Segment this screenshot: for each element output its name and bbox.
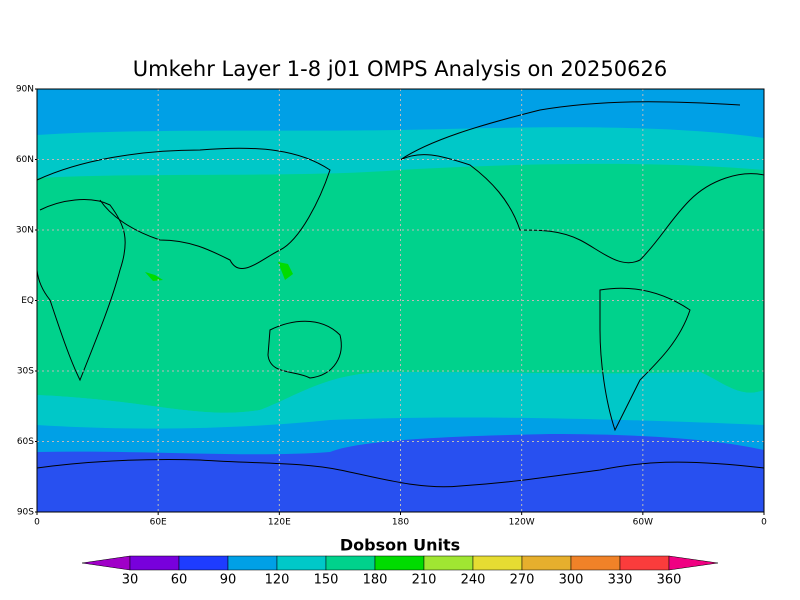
colorbar-tick-label: 240: [461, 573, 486, 588]
lon-label: 0: [34, 518, 40, 528]
lat-label: 30N: [16, 226, 34, 236]
colorbar-tick-label: 150: [314, 573, 339, 588]
lat-label: 90S: [17, 508, 34, 518]
title: Umkehr Layer 1-8 j01 OMPS Analysis on 20…: [133, 57, 667, 81]
colorbar-tick-label: 210: [412, 573, 437, 588]
lon-label: 0: [761, 518, 767, 528]
colorbar-tick-label: 330: [608, 573, 633, 588]
lat-label: 30S: [17, 367, 34, 377]
coastlines: [36, 101, 765, 488]
lon-label: 180: [392, 518, 409, 528]
colorbar-label: Dobson Units: [340, 536, 460, 555]
colorbar-bin: [227, 555, 278, 571]
lon-label: 60E: [150, 518, 167, 528]
band-dark-south: [37, 434, 764, 512]
colorbar-bin: [619, 555, 670, 571]
colorbar-bin: [374, 555, 425, 571]
colorbar-bin: [423, 555, 474, 571]
colorbar: 30 60 90 120 150 180 210 240 270 300 330 360: [81, 555, 719, 588]
lat-label: 90N: [16, 85, 34, 95]
colorbar-bin: [129, 555, 180, 571]
colorbar-bin: [276, 555, 327, 571]
colorbar-under: [81, 555, 131, 571]
colorbar-tick-label: 360: [657, 573, 682, 588]
colorbar-tick-label: 300: [559, 573, 584, 588]
colorbar-bin: [521, 555, 572, 571]
colorbar-tick-label: 30: [122, 573, 139, 588]
lon-label: 120E: [268, 518, 291, 528]
colorbar-bin: [178, 555, 229, 571]
graticule: [37, 89, 764, 512]
map-field: [36, 88, 765, 513]
colorbar-bin: [472, 555, 523, 571]
band-green: [37, 163, 764, 413]
colorbar-over: [668, 555, 719, 571]
high-spots: [145, 262, 293, 281]
colorbar-tick-label: 180: [363, 573, 388, 588]
lat-label: 60N: [16, 155, 34, 165]
colorbar-bin: [325, 555, 376, 571]
lon-label: 60W: [633, 518, 653, 528]
colorbar-tick-label: 60: [171, 573, 188, 588]
colorbar-bin: [570, 555, 621, 571]
colorbar-tick-label: 270: [510, 573, 535, 588]
lon-label: 120W: [509, 518, 535, 528]
lat-label: 60S: [17, 437, 34, 447]
colorbar-tick-label: 120: [265, 573, 290, 588]
lat-label: EQ: [21, 296, 34, 306]
colorbar-tick-label: 90: [220, 573, 237, 588]
